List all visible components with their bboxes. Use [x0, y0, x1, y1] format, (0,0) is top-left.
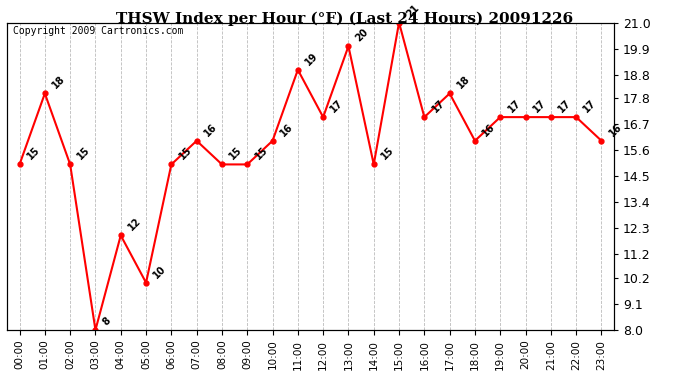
Text: 15: 15	[253, 145, 269, 162]
Text: 15: 15	[380, 145, 396, 162]
Text: 17: 17	[328, 98, 345, 114]
Text: 15: 15	[228, 145, 244, 162]
Text: 8: 8	[101, 315, 113, 327]
Text: 15: 15	[76, 145, 92, 162]
Text: 16: 16	[278, 122, 295, 138]
Text: 17: 17	[582, 98, 598, 114]
Text: 16: 16	[607, 122, 624, 138]
Text: 17: 17	[531, 98, 548, 114]
Text: 17: 17	[556, 98, 573, 114]
Text: 18: 18	[50, 74, 67, 91]
Text: 15: 15	[177, 145, 193, 162]
Text: Copyright 2009 Cartronics.com: Copyright 2009 Cartronics.com	[13, 26, 184, 36]
Text: 16: 16	[202, 122, 219, 138]
Text: THSW Index per Hour (°F) (Last 24 Hours) 20091226: THSW Index per Hour (°F) (Last 24 Hours)…	[117, 11, 573, 26]
Text: 16: 16	[480, 122, 497, 138]
Text: 19: 19	[304, 50, 320, 67]
Text: 18: 18	[455, 74, 472, 91]
Text: 15: 15	[25, 145, 41, 162]
Text: 21: 21	[404, 3, 421, 20]
Text: 20: 20	[354, 27, 371, 44]
Text: 12: 12	[126, 216, 143, 232]
Text: 17: 17	[506, 98, 522, 114]
Text: 10: 10	[152, 263, 168, 280]
Text: 17: 17	[430, 98, 446, 114]
